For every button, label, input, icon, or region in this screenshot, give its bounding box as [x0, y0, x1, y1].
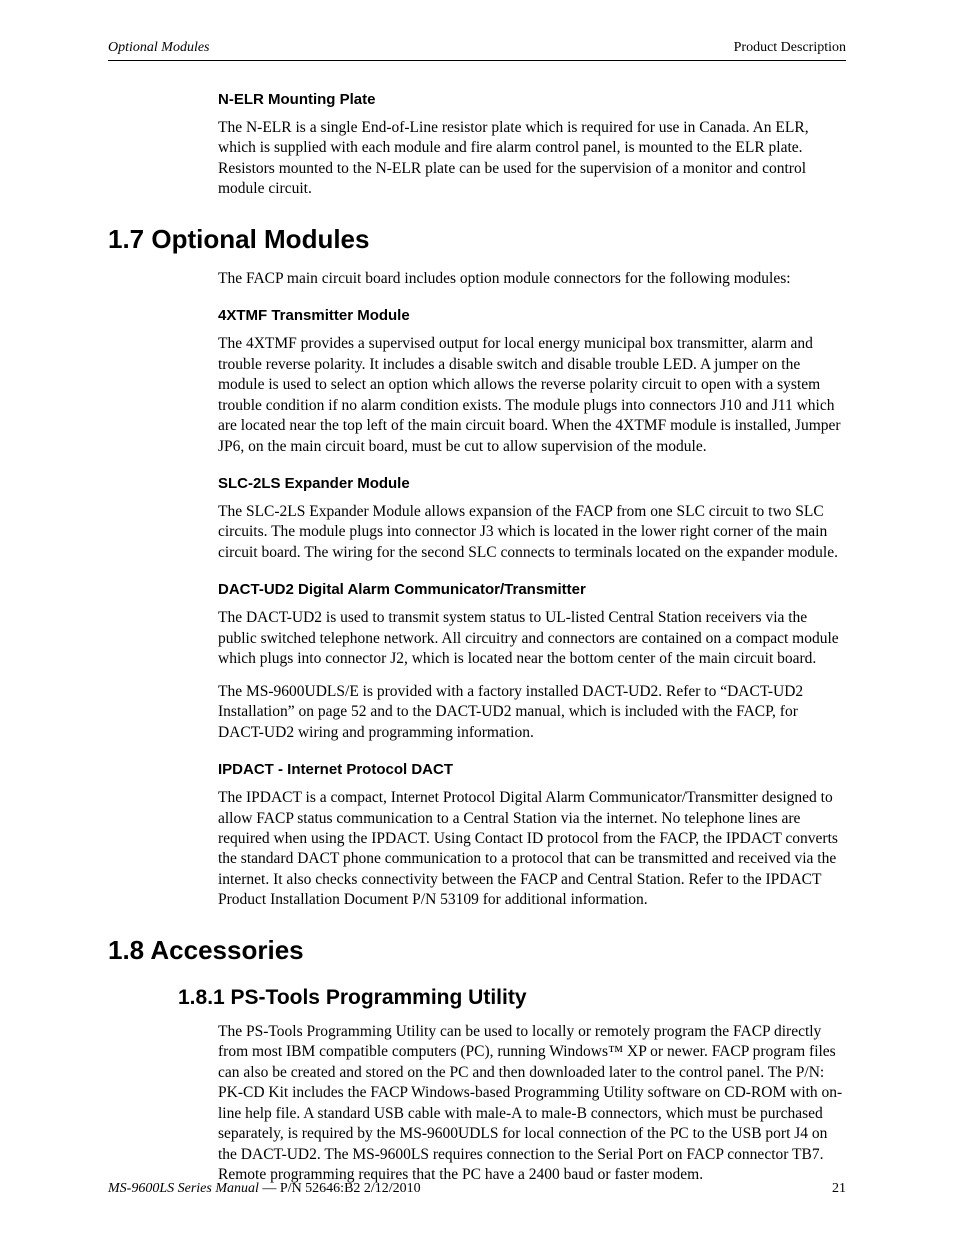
- dact-body-1: The DACT-UD2 is used to transmit system …: [218, 608, 846, 669]
- nelr-body: The N-ELR is a single End-of-Line resist…: [218, 118, 846, 200]
- ipdact-heading: IPDACT - Internet Protocol DACT: [218, 761, 846, 778]
- page-header: Optional Modules Product Description: [108, 40, 846, 61]
- ipdact-body: The IPDACT is a compact, Internet Protoc…: [218, 788, 846, 911]
- heading-1-8: 1.8 Accessories: [108, 935, 846, 966]
- nelr-section: N-ELR Mounting Plate The N-ELR is a sing…: [218, 91, 846, 200]
- header-left: Optional Modules: [108, 40, 210, 56]
- slc-body: The SLC-2LS Expander Module allows expan…: [218, 502, 846, 563]
- footer-left: MS-9600LS Series Manual — P/N 52646:B2 2…: [108, 1181, 421, 1197]
- xtmf-body: The 4XTMF provides a supervised output f…: [218, 334, 846, 457]
- dact-heading: DACT-UD2 Digital Alarm Communicator/Tran…: [218, 581, 846, 598]
- nelr-heading: N-ELR Mounting Plate: [218, 91, 846, 108]
- heading-1-8-1: 1.8.1 PS-Tools Programming Utility: [178, 986, 846, 1010]
- page: Optional Modules Product Description N-E…: [0, 0, 954, 1237]
- page-footer: MS-9600LS Series Manual — P/N 52646:B2 2…: [108, 1181, 846, 1197]
- section-1-8-1-content: The PS-Tools Programming Utility can be …: [218, 1022, 846, 1186]
- xtmf-heading: 4XTMF Transmitter Module: [218, 307, 846, 324]
- header-right: Product Description: [734, 40, 846, 56]
- footer-pn: — P/N 52646:B2 2/12/2010: [259, 1181, 421, 1196]
- section-1-7-content: The FACP main circuit board includes opt…: [218, 269, 846, 911]
- dact-body-2: The MS-9600UDLS/E is provided with a fac…: [218, 682, 846, 743]
- intro-1-7: The FACP main circuit board includes opt…: [218, 269, 846, 289]
- heading-1-7: 1.7 Optional Modules: [108, 224, 846, 255]
- footer-manual: MS-9600LS Series Manual: [108, 1181, 259, 1196]
- pstools-body: The PS-Tools Programming Utility can be …: [218, 1022, 846, 1186]
- footer-page-number: 21: [832, 1181, 846, 1197]
- slc-heading: SLC-2LS Expander Module: [218, 475, 846, 492]
